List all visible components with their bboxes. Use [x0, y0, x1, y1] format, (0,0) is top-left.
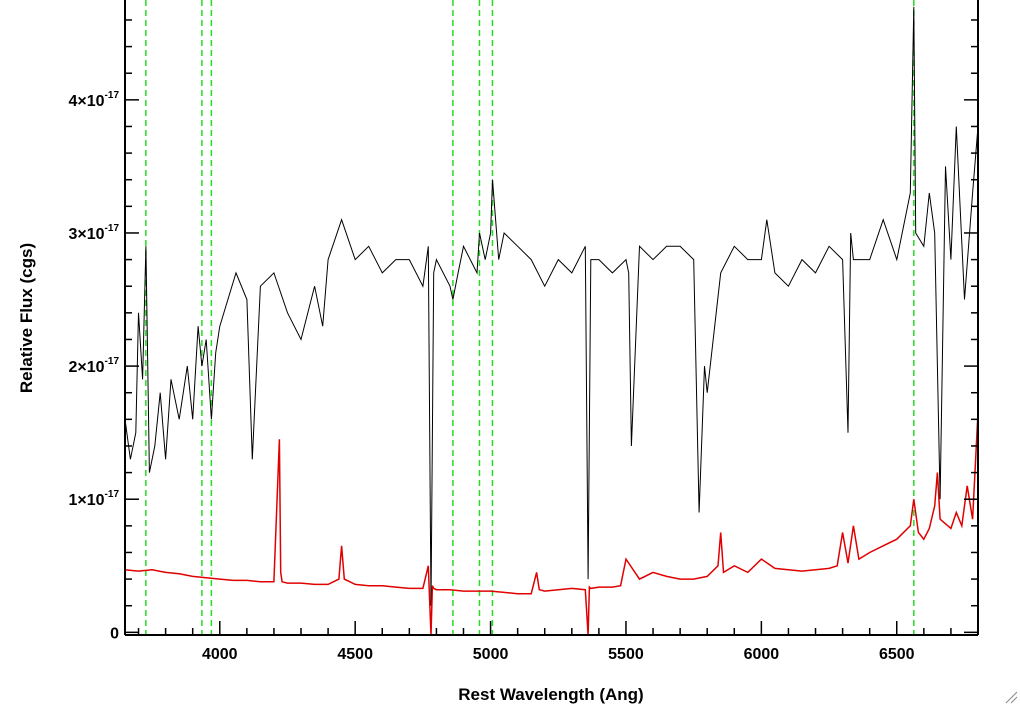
x-tick-label: 6000: [744, 646, 780, 663]
x-tick-label: 4000: [202, 646, 238, 663]
y-tick-label: 4×10-17: [69, 90, 120, 110]
x-tick-label: 5500: [608, 646, 644, 663]
x-tick-label: 6500: [879, 646, 915, 663]
series-line-red: [124, 412, 979, 636]
y-tick-label: 3×10-17: [69, 223, 120, 243]
resize-grip-icon[interactable]: [1004, 690, 1018, 704]
series-line-black: [124, 6, 979, 606]
y-axis-title: Relative Flux (cgs): [17, 243, 36, 393]
x-tick-label: 4500: [337, 646, 373, 663]
y-tick-label: 2×10-17: [69, 356, 120, 376]
y-tick-label: 1×10-17: [69, 489, 120, 509]
y-tick-label: 0: [110, 625, 119, 642]
series-layer: [124, 6, 979, 636]
x-axis-title: Rest Wavelength (Ang): [458, 685, 643, 704]
axes-layer: 4000 4500 5000 5500 6000 6500 0 1×10-17 2×10-17 3…: [69, 0, 979, 663]
x-tick-label: 5000: [473, 646, 509, 663]
emission-line-markers: [145, 0, 915, 635]
